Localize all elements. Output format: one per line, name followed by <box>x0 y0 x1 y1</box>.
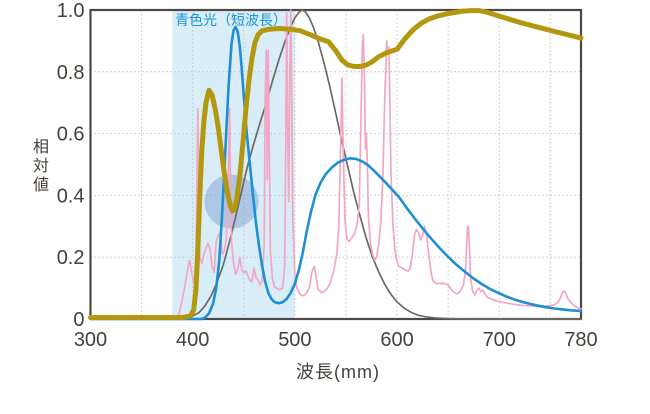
y-tick-label: 1.0 <box>57 0 85 22</box>
x-tick-label: 400 <box>176 329 209 351</box>
x-axis-title: 波長(mm) <box>296 362 380 382</box>
olive-curve <box>88 8 584 320</box>
x-tick-label: 600 <box>380 329 413 351</box>
gray-curve <box>89 9 582 320</box>
y-tick-label: 0.8 <box>57 62 85 84</box>
y-tick-label: 0 <box>73 309 84 331</box>
x-tick-label: 300 <box>74 329 107 351</box>
y-tick-label: 0.6 <box>57 124 85 146</box>
y-tick-label: 0.2 <box>57 247 85 269</box>
y-tick-label: 0.4 <box>57 185 85 207</box>
x-tick-label: 700 <box>483 329 516 351</box>
blue-light-band <box>172 10 295 319</box>
x-tick-label: 500 <box>278 329 311 351</box>
pink-curve <box>89 9 582 320</box>
x-tick-label: 780 <box>564 329 597 351</box>
y-axis-title: 相対値 <box>30 138 47 195</box>
blue-curve <box>89 25 583 321</box>
blue-light-band-label: 青色光（短波長） <box>175 12 287 28</box>
plot-frame <box>89 8 583 321</box>
